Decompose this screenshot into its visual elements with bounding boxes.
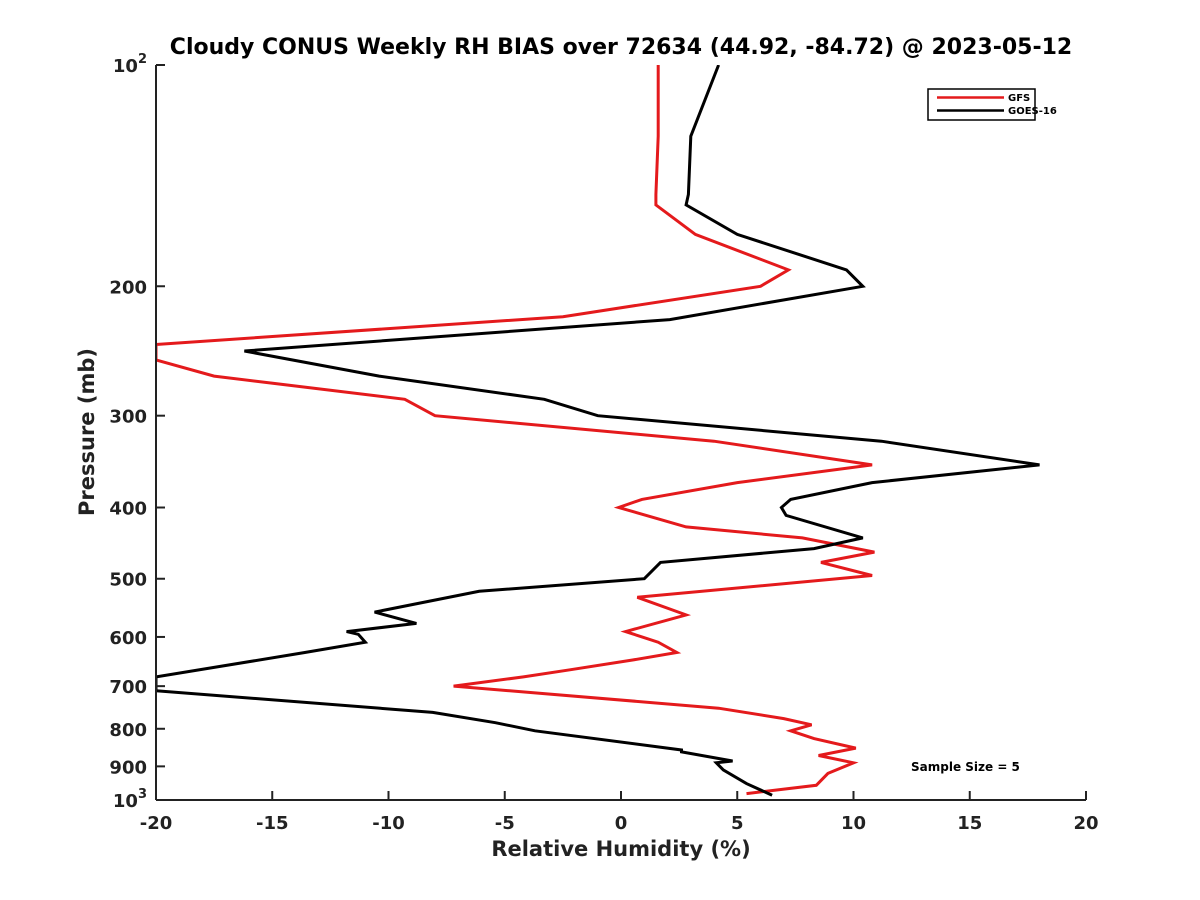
series-line-goes16: [156, 65, 1040, 797]
y-tick-label: 900: [109, 757, 147, 778]
y-tick-label: 400: [109, 499, 147, 520]
x-tick-label: 20: [1073, 813, 1098, 834]
y-tick-label: 500: [109, 570, 147, 591]
y-tick-label: 800: [109, 720, 147, 741]
x-tick-label: 15: [957, 813, 982, 834]
y-tick-label: 600: [109, 628, 147, 649]
series-layer: [156, 65, 1040, 797]
y-tick-label: 700: [109, 677, 147, 698]
x-tick-label: 0: [615, 813, 628, 834]
x-tick-label: 5: [731, 813, 744, 834]
chart-title: Cloudy CONUS Weekly RH BIAS over 72634 (…: [170, 35, 1072, 60]
y-tick-label: 102: [113, 52, 147, 77]
legend-label-gfs: GFS: [1008, 93, 1030, 104]
y-tick-label: 103: [113, 787, 147, 812]
series-line-gfs: [156, 65, 875, 796]
legend-box: [927, 88, 1036, 121]
y-tick-label: 300: [109, 407, 147, 428]
legend: GFS GOES-16: [927, 88, 1057, 121]
x-tick-label: -10: [372, 813, 405, 834]
x-tick-label: -5: [495, 813, 515, 834]
sample-size-annotation: Sample Size = 5: [911, 760, 1020, 774]
plot-area: -20 -15 -10 -5 0 5 10 15 20 102 200 300 400 500 600 70…: [109, 52, 1098, 834]
y-tick-label: 200: [109, 277, 147, 298]
x-tick-label: -20: [140, 813, 173, 834]
legend-label-goes16: GOES-16: [1008, 106, 1057, 117]
x-tick-label: 10: [841, 813, 866, 834]
x-axis-label: Relative Humidity (%): [491, 837, 750, 861]
y-ticks: 102 200 300 400 500 600 700 800 900 103: [109, 52, 165, 812]
x-ticks: -20 -15 -10 -5 0 5 10 15 20: [140, 791, 1099, 834]
x-tick-label: -15: [256, 813, 289, 834]
y-axis-label: Pressure (mb): [75, 348, 99, 516]
